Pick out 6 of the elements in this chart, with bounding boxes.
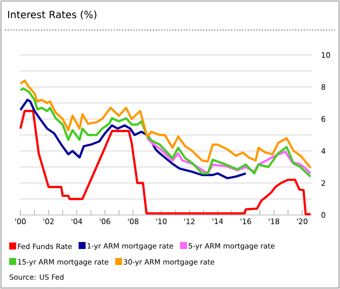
line-series [19, 110, 312, 216]
line-series [19, 98, 247, 180]
line-series [19, 88, 312, 178]
line-series [146, 137, 312, 174]
line-series [19, 80, 312, 169]
chart-title: Interest Rates (%) [8, 10, 96, 20]
